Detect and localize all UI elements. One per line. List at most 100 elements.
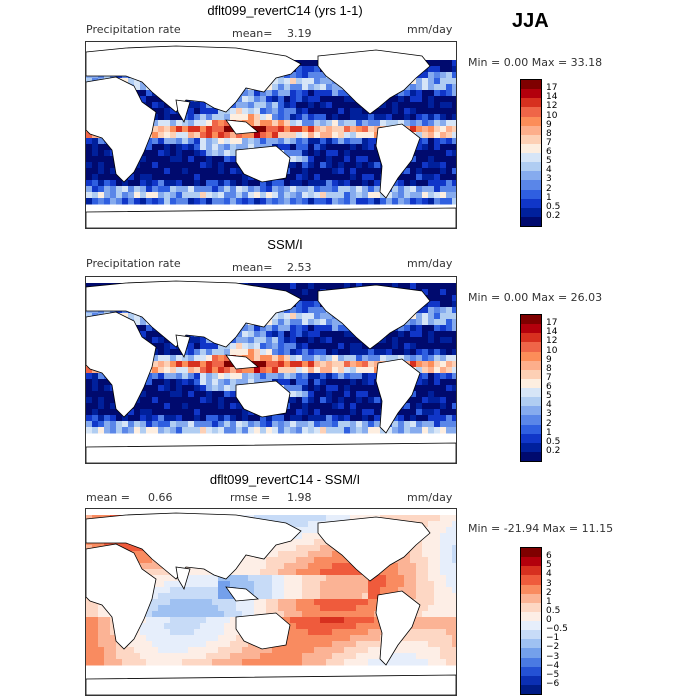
- colorbar-swatch: [521, 397, 541, 407]
- colorbar-level-label: 2: [546, 587, 552, 598]
- colorbar-swatch: [521, 621, 541, 631]
- panel-1-mean-label: mean=: [232, 27, 273, 40]
- colorbar-swatch: [521, 107, 541, 117]
- colorbar-level-label: 17: [546, 83, 558, 94]
- colorbar-level-label: 10: [546, 110, 558, 121]
- panel-3-units: mm/day: [407, 491, 453, 504]
- panel-3-colorbar: [520, 547, 542, 695]
- panel-3-mean-value: 0.66: [148, 491, 173, 504]
- colorbar-swatch: [521, 207, 541, 217]
- colorbar-swatch: [521, 324, 541, 334]
- panel-3-mean-label: mean =: [86, 491, 130, 504]
- colorbar-swatch: [521, 424, 541, 434]
- colorbar-level-label: 2: [546, 183, 552, 194]
- colorbar-swatch: [521, 630, 541, 640]
- colorbar-level-label: 0.2: [546, 445, 561, 456]
- panel-1-range: Min = 0.00 Max = 33.18: [468, 56, 603, 69]
- panel-2-units: mm/day: [407, 257, 453, 270]
- colorbar-swatch: [521, 593, 541, 603]
- colorbar-swatch: [521, 451, 541, 461]
- colorbar-swatch: [521, 116, 541, 126]
- colorbar-level-label: 2: [546, 418, 552, 429]
- panel-1-colorbar: [520, 79, 542, 227]
- colorbar-swatch: [521, 442, 541, 452]
- colorbar-level-label: 3: [546, 409, 552, 420]
- colorbar-level-label: 1: [546, 596, 552, 607]
- colorbar-swatch: [521, 198, 541, 208]
- colorbar-level-label: 8: [546, 363, 552, 374]
- colorbar-swatch: [521, 415, 541, 425]
- panel-2-mean-value: 2.53: [287, 261, 312, 274]
- colorbar-level-label: 9: [546, 119, 552, 130]
- colorbar-swatch: [521, 171, 541, 181]
- panel-1-variable-label: Precipitation rate: [86, 23, 181, 36]
- colorbar-level-label: 0.5: [546, 436, 561, 447]
- colorbar-swatch: [521, 666, 541, 676]
- panel-3-map: [85, 508, 457, 696]
- colorbar-level-label: 14: [546, 92, 558, 103]
- panel-3-rmse-label: rmse =: [230, 491, 271, 504]
- colorbar-swatch: [521, 342, 541, 352]
- panel-1-units: mm/day: [407, 23, 453, 36]
- colorbar-swatch: [521, 125, 541, 135]
- colorbar-level-label: −6: [546, 678, 560, 689]
- panel-2-title: SSM/I: [267, 237, 303, 252]
- colorbar-swatch: [521, 675, 541, 685]
- colorbar-swatch: [521, 180, 541, 190]
- precip-field: [86, 280, 456, 463]
- colorbar-level-label: 4: [546, 569, 552, 580]
- colorbar-level-label: 9: [546, 354, 552, 365]
- colorbar-level-label: 7: [546, 137, 552, 148]
- panel-3-title: dflt099_revertC14 - SSM/I: [209, 472, 361, 487]
- colorbar-swatch: [521, 80, 541, 90]
- colorbar-level-label: 0.5: [546, 201, 561, 212]
- colorbar-swatch: [521, 333, 541, 343]
- colorbar-swatch: [521, 134, 541, 144]
- colorbar-level-label: 5: [546, 156, 552, 167]
- colorbar-swatch: [521, 360, 541, 370]
- colorbar-swatch: [521, 575, 541, 585]
- colorbar-swatch: [521, 189, 541, 199]
- colorbar-level-label: 3: [546, 578, 552, 589]
- colorbar-swatch: [521, 611, 541, 621]
- colorbar-swatch: [521, 584, 541, 594]
- colorbar-level-label: 0.5: [546, 605, 561, 616]
- colorbar-level-label: 0.2: [546, 210, 561, 221]
- colorbar-swatch: [521, 602, 541, 612]
- colorbar-level-label: 3: [546, 174, 552, 185]
- colorbar-level-label: −2: [546, 642, 560, 653]
- colorbar-swatch: [521, 369, 541, 379]
- colorbar-level-label: −1: [546, 633, 560, 644]
- colorbar-swatch: [521, 216, 541, 226]
- panel-3-rmse-value: 1.98: [287, 491, 312, 504]
- colorbar-swatch: [521, 433, 541, 443]
- colorbar-level-label: 10: [546, 345, 558, 356]
- colorbar-level-label: 1: [546, 192, 552, 203]
- colorbar-level-label: −5: [546, 669, 560, 680]
- colorbar-level-label: 7: [546, 372, 552, 383]
- season-label: JJA: [512, 10, 549, 32]
- colorbar-level-label: 12: [546, 101, 558, 112]
- colorbar-swatch: [521, 648, 541, 658]
- colorbar-swatch: [521, 657, 541, 667]
- colorbar-level-label: 5: [546, 560, 552, 571]
- precip-field: [86, 512, 456, 695]
- colorbar-level-label: 6: [546, 382, 552, 392]
- colorbar-swatch: [521, 351, 541, 361]
- colorbar-level-label: 4: [546, 400, 552, 411]
- panel-2-range: Min = 0.00 Max = 26.03: [468, 291, 603, 304]
- colorbar-level-label: 8: [546, 128, 552, 139]
- colorbar-level-label: 5: [546, 391, 552, 402]
- colorbar-swatch: [521, 557, 541, 567]
- precip-field: [86, 45, 456, 228]
- panel-2-variable-label: Precipitation rate: [86, 257, 181, 270]
- colorbar-swatch: [521, 684, 541, 694]
- colorbar-level-label: 4: [546, 165, 552, 176]
- colorbar-swatch: [521, 378, 541, 388]
- colorbar-level-label: 0: [546, 615, 552, 625]
- colorbar-level-label: 14: [546, 327, 558, 338]
- colorbar-swatch: [521, 566, 541, 576]
- colorbar-swatch: [521, 143, 541, 153]
- panel-1-title: dflt099_revertC14 (yrs 1-1): [207, 3, 363, 18]
- panel-2-colorbar: [520, 314, 542, 462]
